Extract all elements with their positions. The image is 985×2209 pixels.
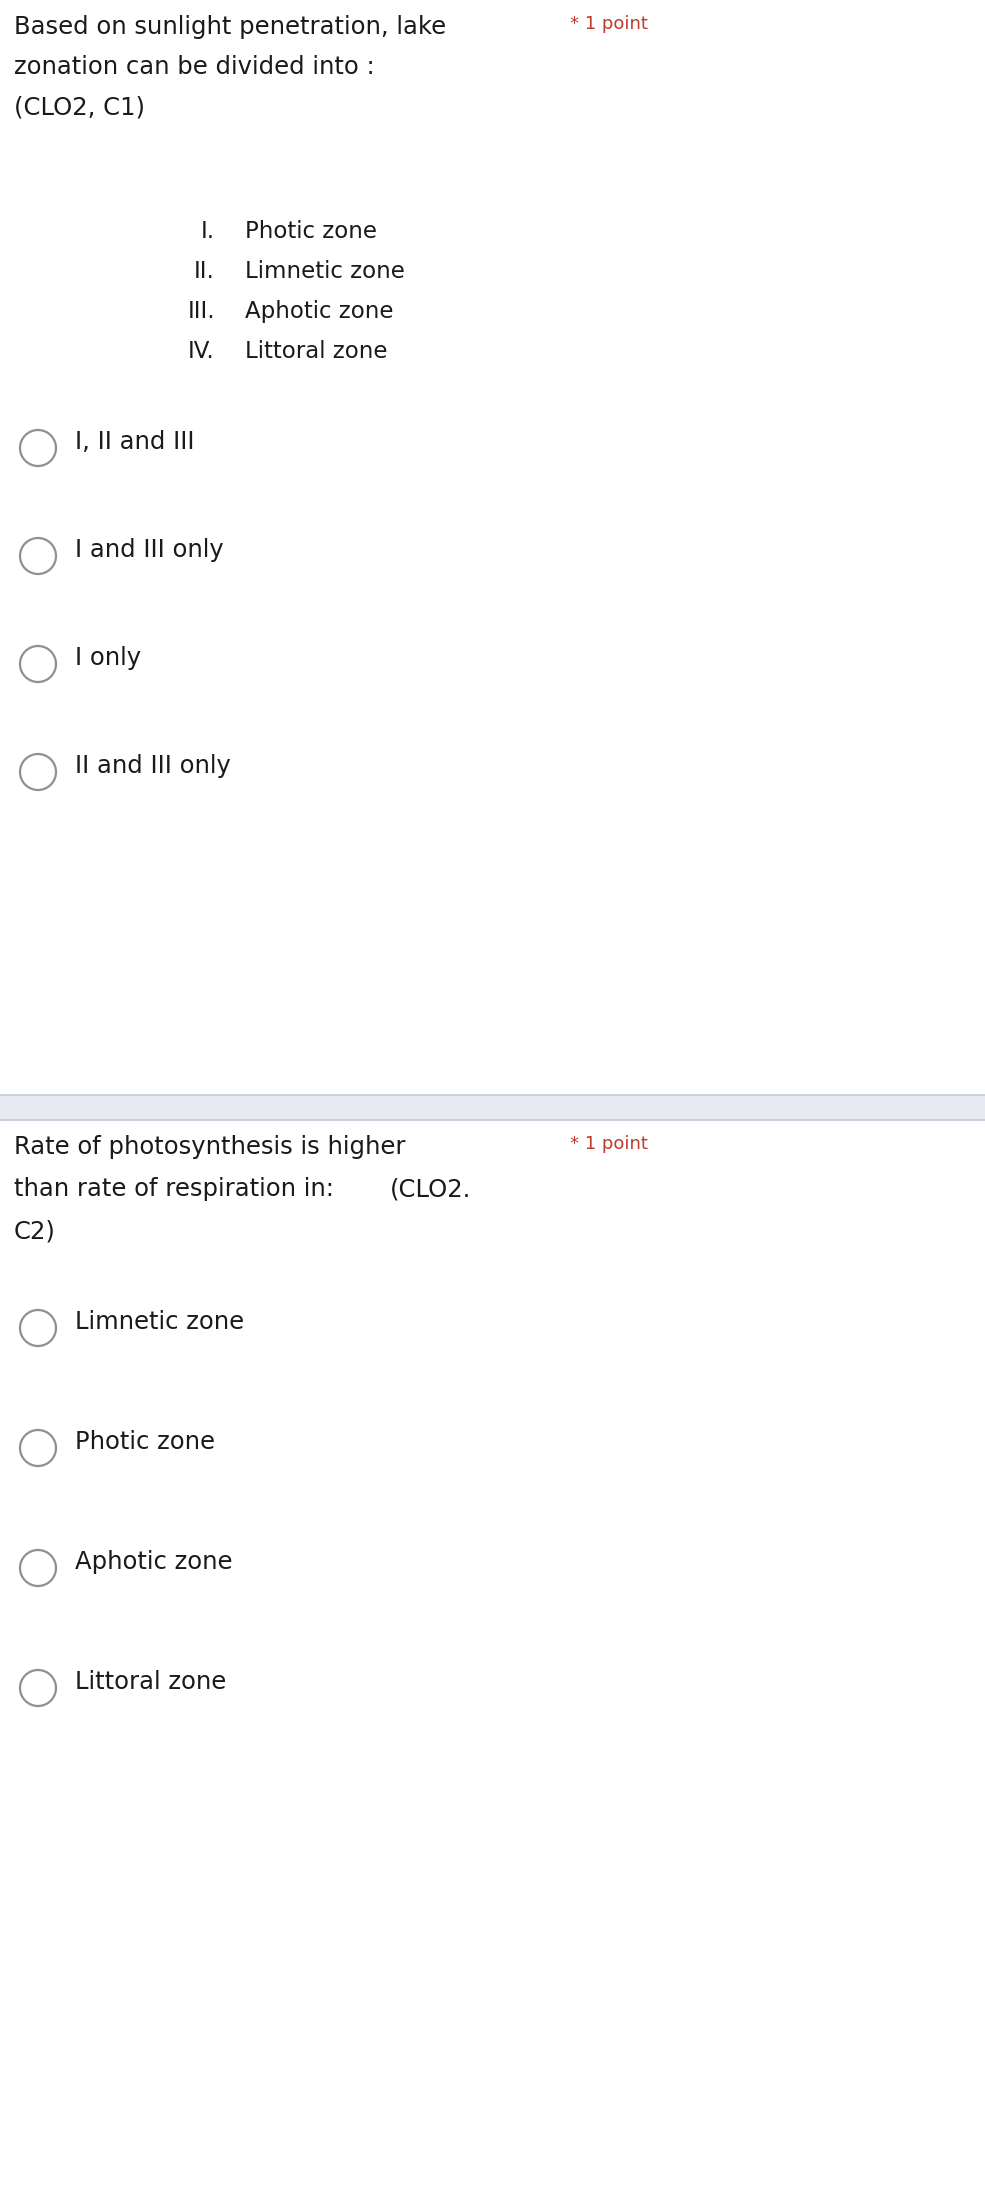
- Text: I, II and III: I, II and III: [75, 431, 194, 455]
- Text: III.: III.: [187, 300, 215, 323]
- Text: Littoral zone: Littoral zone: [245, 340, 387, 362]
- Text: Aphotic zone: Aphotic zone: [75, 1551, 232, 1575]
- Bar: [0, 1096, 985, 1120]
- Text: I.: I.: [201, 221, 215, 243]
- Text: Photic zone: Photic zone: [245, 221, 377, 243]
- Text: IV.: IV.: [188, 340, 215, 362]
- Text: C2): C2): [14, 1219, 56, 1244]
- Text: * 1 point: * 1 point: [570, 1135, 648, 1153]
- Text: I only: I only: [75, 645, 141, 669]
- Text: II.: II.: [194, 261, 215, 283]
- Text: Aphotic zone: Aphotic zone: [245, 300, 393, 323]
- Text: Limnetic zone: Limnetic zone: [245, 261, 405, 283]
- Text: Photic zone: Photic zone: [75, 1429, 215, 1454]
- Text: than rate of respiration in:: than rate of respiration in:: [14, 1177, 334, 1202]
- Text: * 1 point: * 1 point: [570, 15, 648, 33]
- Text: (CLO2, C1): (CLO2, C1): [14, 95, 145, 119]
- Text: Rate of photosynthesis is higher: Rate of photosynthesis is higher: [14, 1135, 406, 1160]
- Text: II and III only: II and III only: [75, 753, 230, 778]
- Text: Littoral zone: Littoral zone: [75, 1670, 227, 1694]
- Text: Based on sunlight penetration, lake: Based on sunlight penetration, lake: [14, 15, 446, 40]
- Text: zonation can be divided into :: zonation can be divided into :: [14, 55, 374, 80]
- Text: I and III only: I and III only: [75, 539, 224, 561]
- Text: Limnetic zone: Limnetic zone: [75, 1310, 244, 1334]
- Text: (CLO2.: (CLO2.: [390, 1177, 472, 1202]
